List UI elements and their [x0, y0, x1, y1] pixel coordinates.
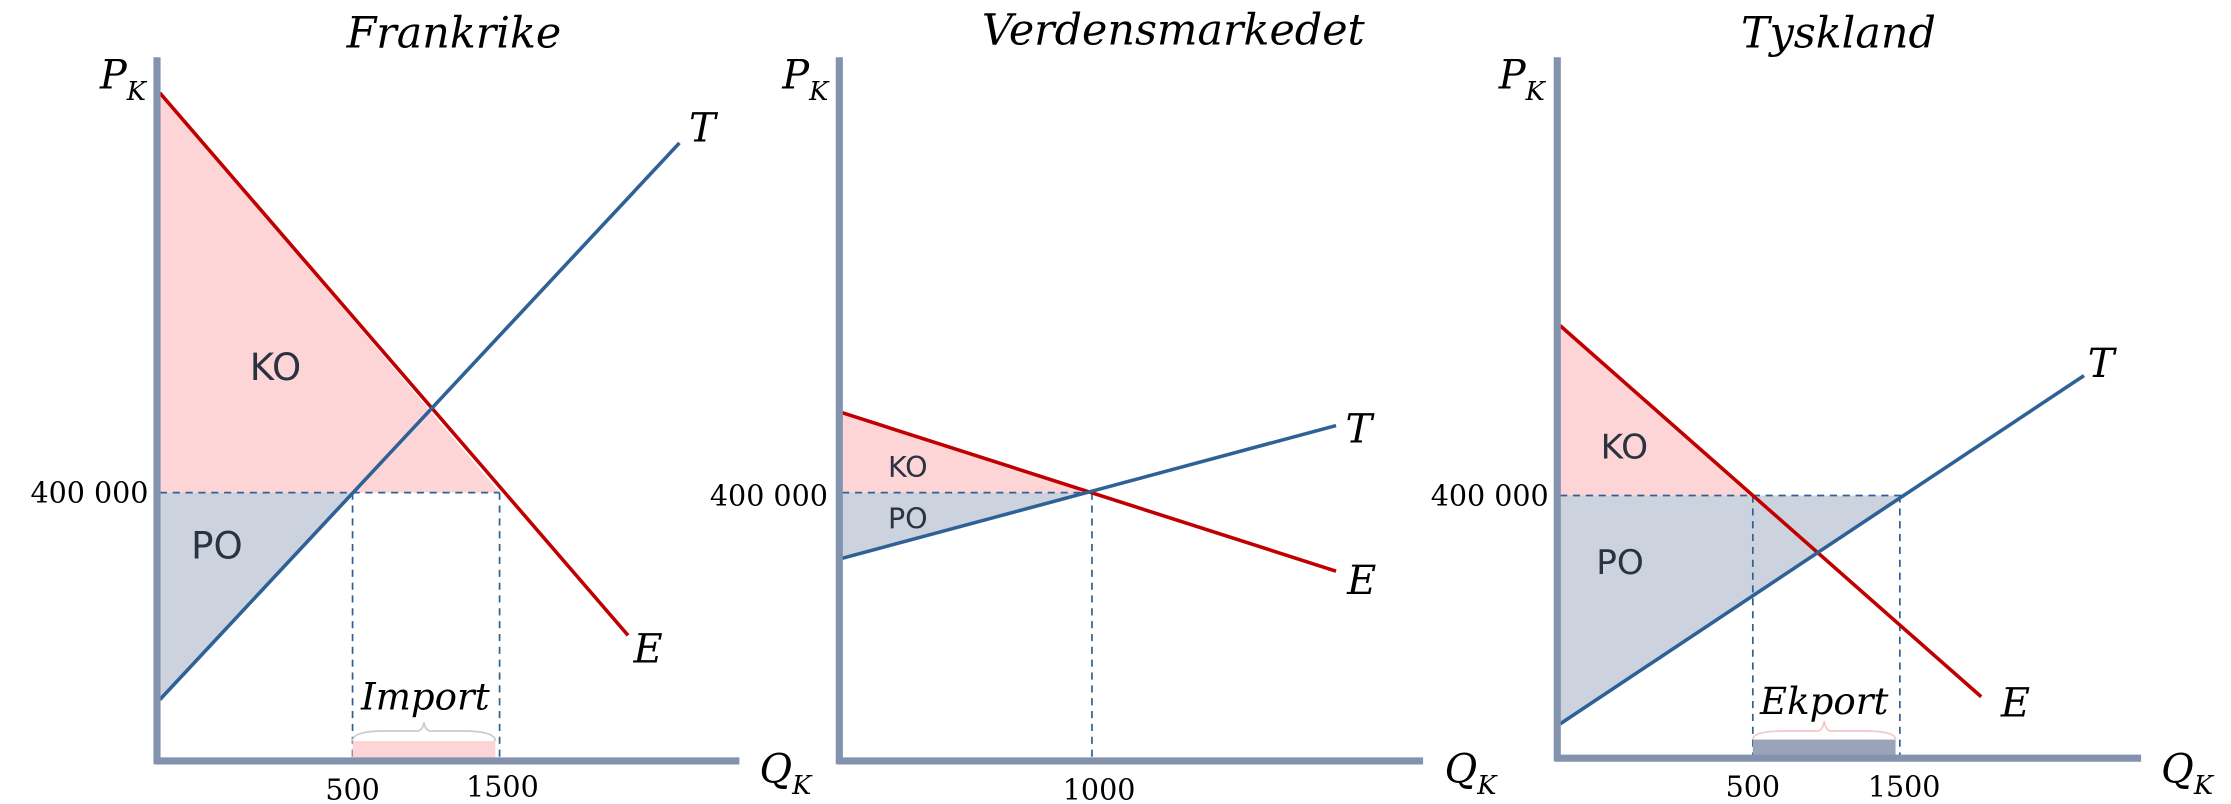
quantity-label: 1000 — [1063, 774, 1136, 804]
brace — [1751, 720, 1897, 740]
supply-label: T — [689, 106, 719, 152]
annotation: Import — [360, 676, 490, 719]
text: Q — [759, 746, 792, 792]
po-label: PO — [191, 524, 243, 567]
text: P — [99, 53, 128, 99]
panel-verdensmarkedet — [835, 57, 1424, 765]
y-axis-label: PK — [99, 53, 148, 107]
text: P — [1498, 53, 1527, 99]
y-axis-label: PK — [1498, 53, 1547, 107]
supply-curve — [841, 423, 1337, 561]
text: K — [1525, 77, 1547, 107]
title: Tyskland — [1741, 8, 1936, 58]
price-label: 400 000 — [1431, 479, 1549, 512]
supply-label: T — [1346, 407, 1376, 453]
po-label: PO — [888, 502, 928, 535]
panel-tyskland — [1553, 57, 2142, 762]
x-axis-label: QK — [2161, 746, 2215, 800]
supply-label: T — [2088, 341, 2118, 387]
price-label: 400 000 — [710, 479, 828, 512]
export-bar — [1752, 739, 1896, 757]
demand-label: E — [632, 626, 662, 672]
text: Q — [2161, 746, 2194, 792]
text: K — [791, 771, 813, 801]
title: Verdensmarkedet — [982, 5, 1366, 55]
ko-label: KO — [888, 451, 928, 484]
text: K — [808, 77, 830, 107]
supply-curve — [158, 141, 681, 701]
text: K — [1476, 771, 1498, 801]
text: Q — [1445, 746, 1478, 792]
x-axis-label: QK — [759, 746, 813, 800]
annotation: Ekport — [1759, 680, 1888, 723]
demand-curve — [1558, 324, 1983, 699]
po-label: PO — [1596, 543, 1644, 583]
supply-curve — [1559, 374, 2085, 726]
title: Frankrike — [346, 8, 562, 58]
text: K — [126, 77, 148, 107]
import-bar — [352, 741, 496, 759]
quantity-label: 1500 — [1868, 771, 1941, 804]
quantity-label: 500 — [1726, 771, 1780, 804]
brace — [351, 722, 497, 742]
text: P — [781, 53, 810, 99]
demand-label: E — [2000, 681, 2030, 727]
ko-label: KO — [1601, 427, 1649, 467]
quantity-label: 500 — [325, 774, 379, 804]
demand-label: E — [1346, 558, 1376, 604]
demand-curve — [158, 91, 630, 637]
price-label: 400 000 — [30, 477, 148, 510]
x-axis-label: QK — [1445, 746, 1499, 800]
text: K — [2193, 771, 2215, 801]
quantity-label: 1500 — [466, 771, 539, 804]
y-axis-label: PK — [781, 53, 830, 107]
ko-label: KO — [250, 346, 302, 389]
